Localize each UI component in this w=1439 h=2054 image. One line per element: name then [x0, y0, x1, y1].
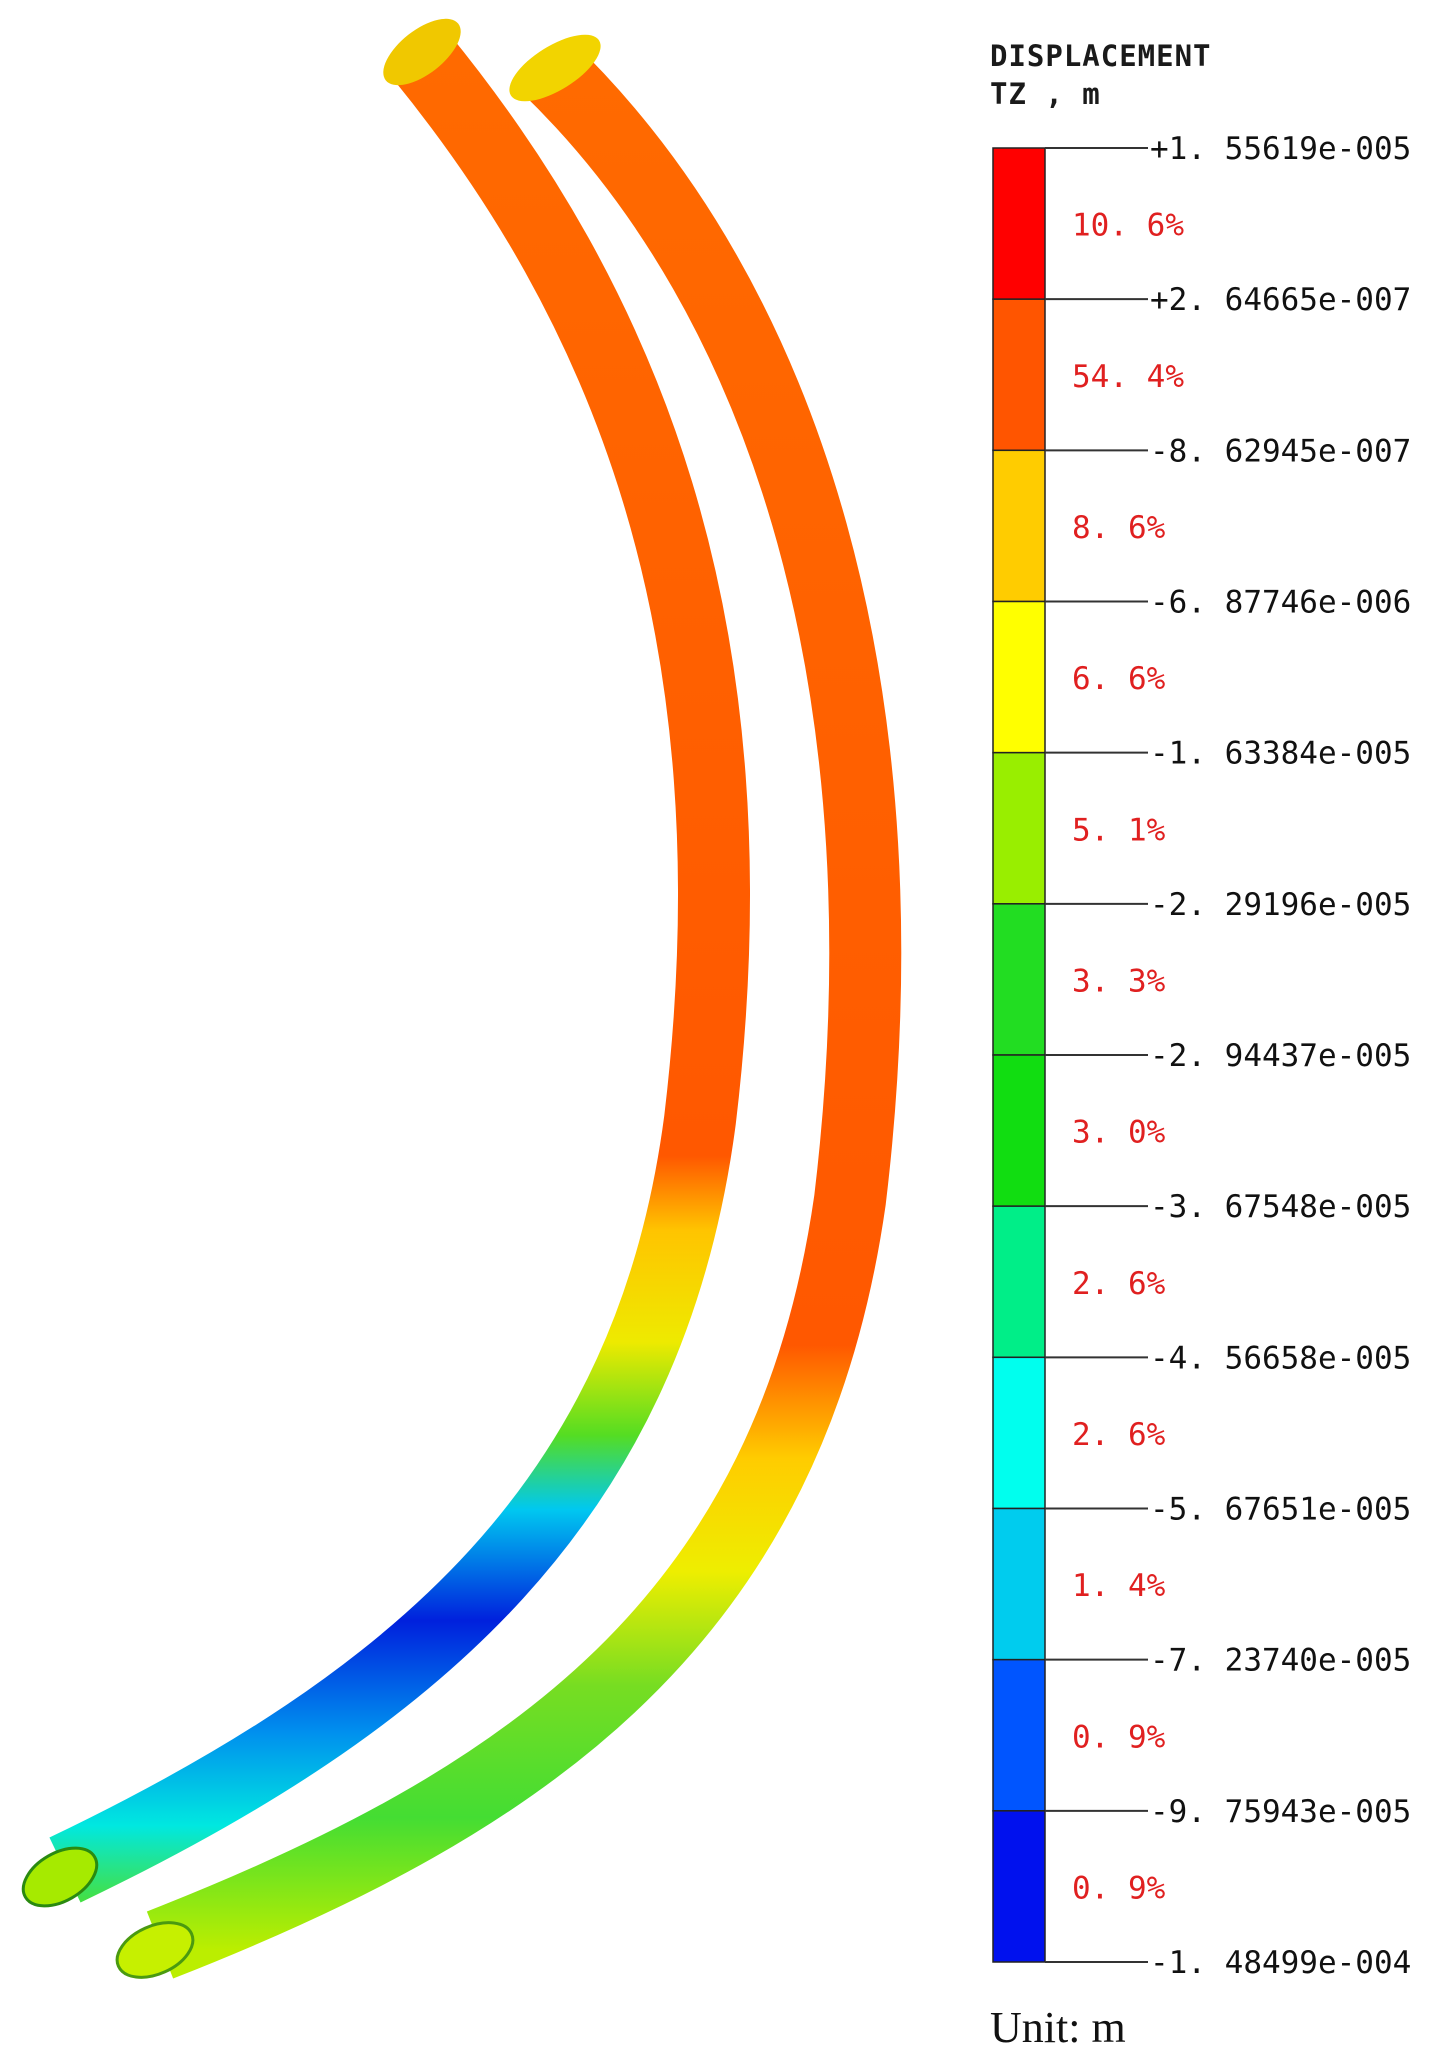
outer-tube-top-end — [383, 18, 461, 86]
legend-tick-label-8: -3. 67548e-005 — [1150, 1189, 1411, 1225]
legend-band-percent-12: 0. 9% — [1072, 1870, 1166, 1906]
legend-band-5 — [992, 751, 1046, 905]
legend-tick-label-3: -8. 62945e-007 — [1150, 433, 1411, 469]
legend-band-percent-8: 2. 6% — [1072, 1266, 1166, 1302]
legend-band-percent-4: 6. 6% — [1072, 661, 1166, 697]
legend-band-2 — [992, 298, 1046, 452]
legend-tick-label-6: -2. 29196e-005 — [1150, 887, 1411, 923]
legend-band-percent-1: 10. 6% — [1072, 208, 1184, 244]
legend-band-10 — [992, 1507, 1046, 1661]
inner-tube-bottom-end — [115, 1921, 195, 1979]
legend-band-percent-7: 3. 0% — [1072, 1115, 1166, 1151]
legend-tick-label-9: -4. 56658e-005 — [1150, 1340, 1411, 1376]
legend-tick-label-11: -7. 23740e-005 — [1150, 1643, 1411, 1679]
legend-band-12 — [992, 1810, 1046, 1963]
legend-title: DISPLACEMENT — [990, 39, 1212, 73]
legend-unit-label: Unit: m — [990, 2003, 1126, 2052]
legend-tick-label-12: -9. 75943e-005 — [1150, 1794, 1411, 1830]
legend-subtitle: TZ , m — [990, 77, 1101, 111]
legend-tick-label-4: -6. 87746e-006 — [1150, 585, 1411, 621]
inner-tube — [115, 34, 902, 1979]
legend-tick-label-7: -2. 94437e-005 — [1150, 1038, 1411, 1074]
legend-band-8 — [992, 1205, 1046, 1359]
legend-band-percent-3: 8. 6% — [1072, 510, 1166, 546]
legend-band-percent-9: 2. 6% — [1072, 1417, 1166, 1453]
inner-tube-top-end — [509, 34, 601, 102]
legend-band-percent-10: 1. 4% — [1072, 1568, 1166, 1604]
legend-band-6 — [992, 903, 1046, 1056]
legend-band-11 — [992, 1658, 1046, 1812]
legend-tick-label-1: +1. 55619e-005 — [1150, 131, 1411, 167]
legend-band-7 — [992, 1054, 1046, 1207]
legend-band-percent-2: 54. 4% — [1072, 359, 1184, 395]
legend-band-9 — [992, 1356, 1046, 1510]
legend-band-1 — [992, 147, 1046, 300]
outer-tube — [21, 18, 750, 1908]
outer-tube-bottom-end — [21, 1846, 99, 1908]
legend-tick-label-10: -5. 67651e-005 — [1150, 1492, 1411, 1528]
legend-tick-label-5: -1. 63384e-005 — [1150, 736, 1411, 772]
legend-tick-label-13: -1. 48499e-004 — [1150, 1945, 1411, 1981]
legend-band-3 — [992, 449, 1046, 603]
legend-band-percent-5: 5. 1% — [1072, 812, 1166, 848]
legend-color-bar: 10. 6% 54. 4% 8. 6% 6. 6% 5. 1% 3. 3% 3. 0% 2. … — [992, 131, 1411, 1981]
legend-tick-label-2: +2. 64665e-007 — [1150, 282, 1411, 318]
legend-band-4 — [992, 600, 1046, 754]
legend-band-percent-11: 0. 9% — [1072, 1719, 1166, 1755]
legend-band-percent-6: 3. 3% — [1072, 963, 1166, 999]
